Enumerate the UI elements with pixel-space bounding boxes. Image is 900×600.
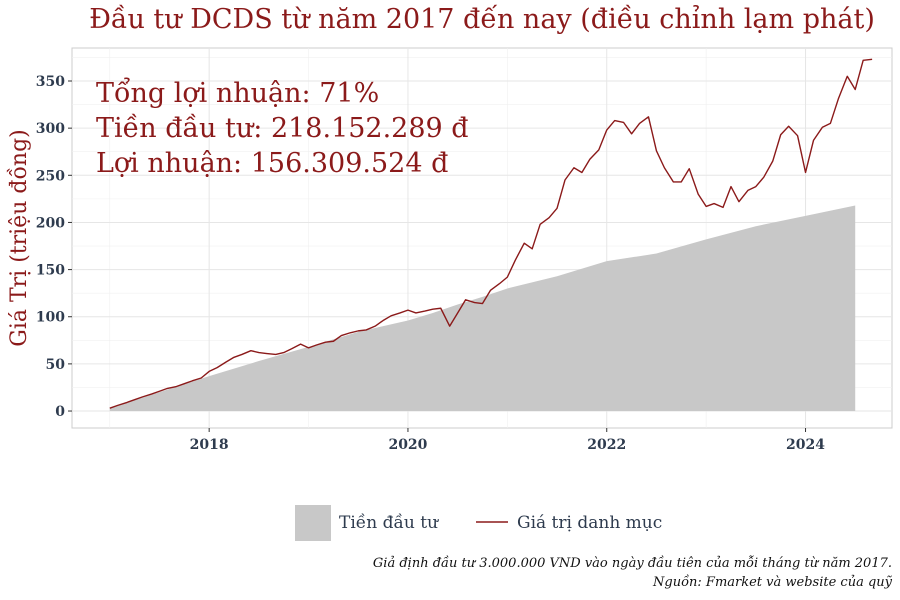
portfolio-line-layer — [109, 58, 873, 409]
y-axis-ticks: 0 50 100 150 200 250 300 350 — [36, 74, 72, 420]
portfolio-line — [109, 58, 873, 409]
y-tick-label: 50 — [46, 357, 66, 373]
legend: Tiền đầu tư Giá trị danh mục — [295, 505, 662, 541]
x-tick-label: 2018 — [190, 437, 229, 453]
y-tick-label: 0 — [55, 404, 65, 420]
y-tick-label: 350 — [36, 74, 65, 90]
x-tick-label: 2020 — [388, 437, 427, 453]
y-tick-label: 150 — [36, 263, 65, 279]
y-tick-label: 100 — [36, 310, 65, 326]
annotation-invested: Tiền đầu tư: 218.152.289 đ — [96, 113, 469, 144]
chart-title: Đầu tư DCDS từ năm 2017 đến nay (điều ch… — [89, 4, 875, 35]
invested-area — [109, 205, 856, 412]
y-axis-label: Giá Trị (triệu đồng) — [6, 129, 32, 346]
annotation-profit: Lợi nhuận: 156.309.524 đ — [96, 148, 448, 179]
annotation-total-return: Tổng lợi nhuận: 71% — [96, 76, 379, 109]
x-axis-ticks: 2018 2020 2022 2024 — [190, 428, 825, 453]
caption-source: Nguồn: Fmarket và website của quỹ — [652, 574, 893, 590]
legend-key-invested — [295, 505, 331, 541]
x-tick-label: 2022 — [587, 437, 626, 453]
legend-label-invested: Tiền đầu tư — [339, 513, 439, 533]
y-tick-label: 250 — [36, 168, 65, 184]
y-tick-label: 300 — [36, 121, 65, 137]
caption-assumption: Giả định đầu tư 3.000.000 VND vào ngày đ… — [373, 555, 892, 571]
legend-label-portfolio: Giá trị danh mục — [517, 513, 662, 533]
invested-area-layer — [109, 205, 856, 412]
x-tick-label: 2024 — [786, 437, 825, 453]
y-tick-label: 200 — [36, 215, 65, 231]
